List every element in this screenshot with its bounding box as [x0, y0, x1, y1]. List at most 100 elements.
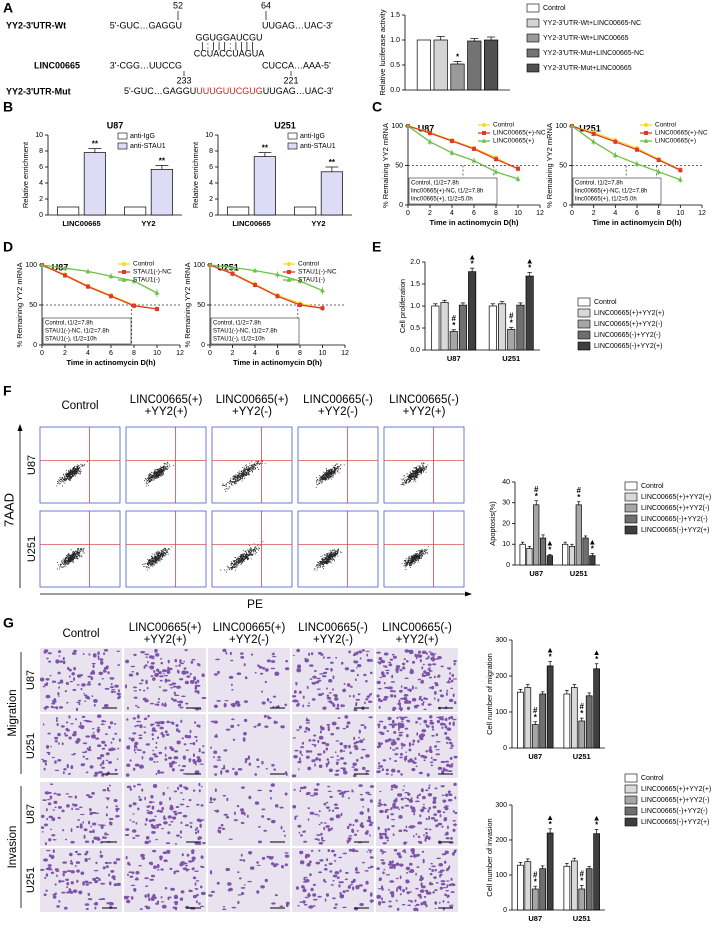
bar	[294, 206, 317, 216]
legend-swatch	[624, 503, 638, 513]
series-line	[209, 264, 323, 292]
chart-title: U251	[274, 120, 296, 130]
column-header: LINC00665(-)	[389, 394, 459, 406]
column-header: +YY2(-)	[232, 406, 272, 418]
marker	[121, 261, 127, 267]
bar	[450, 63, 465, 91]
legend-label: Control	[493, 122, 515, 129]
bar	[507, 328, 516, 351]
legend-swatch	[577, 319, 591, 329]
marker	[471, 158, 477, 163]
x-tick-label: 0	[570, 210, 574, 217]
y-tick-label: 50	[559, 162, 567, 169]
column-header: LINC00665(+)	[130, 394, 203, 406]
significance-mark: *	[534, 877, 538, 886]
axis-label: PE	[247, 597, 263, 611]
marker	[287, 270, 291, 274]
bar	[578, 720, 586, 749]
y-tick-label: 200	[495, 673, 507, 680]
x-tick-label: 2	[231, 350, 235, 357]
x-axis-label: Time in actinomycin D(h)	[592, 218, 682, 227]
stained-cells	[376, 848, 457, 912]
y-tick-label: 100	[391, 123, 403, 130]
column-header: +YY2(+)	[145, 406, 188, 418]
marker	[450, 139, 454, 144]
y-tick-label: 0	[506, 562, 510, 569]
significance-mark: #	[533, 706, 538, 715]
legend-swatch	[624, 795, 638, 805]
marker	[121, 277, 127, 282]
marker	[481, 138, 487, 143]
legend-swatch	[577, 341, 591, 351]
significance-mark: *	[528, 264, 532, 273]
notes-box	[572, 177, 662, 205]
y-tick-label: 30	[502, 500, 510, 507]
sequence: GGUGGAUCGU	[195, 32, 262, 42]
y-tick-label: 20	[502, 520, 510, 527]
marker	[252, 268, 258, 273]
bar	[539, 868, 547, 911]
column-header: LINC00665(-)	[303, 394, 373, 406]
marker	[591, 131, 596, 136]
x-tick-label: YY2	[141, 219, 155, 228]
marker	[286, 261, 292, 267]
flow-plot	[383, 510, 465, 588]
legend-swatch	[624, 773, 638, 783]
marker	[253, 283, 257, 287]
marker	[656, 157, 661, 162]
legend-label: LINC00665(-)+YY2(-)	[594, 332, 661, 339]
column-header: Control	[61, 400, 98, 412]
legend-label: anti-STAU1	[300, 143, 336, 150]
bar	[593, 833, 600, 911]
note: Control, t1/2=7.8h	[45, 321, 93, 327]
legend-label: LINC00665(-)+YY2(+)	[641, 527, 709, 534]
bar	[585, 868, 593, 911]
y-tick-label: 8	[209, 148, 213, 155]
bar	[458, 304, 467, 351]
legend-label: YY2-3'UTR-Wt+LINC00665-NC	[543, 20, 641, 27]
x-tick-label: 6	[472, 210, 476, 217]
bar	[124, 206, 147, 216]
bar	[253, 156, 276, 216]
significance-mark: *	[549, 653, 553, 662]
group-label: Migration	[7, 689, 19, 736]
flow-events	[222, 460, 266, 492]
flow-plot	[125, 426, 207, 504]
column-header: +YY2(-)	[229, 634, 269, 646]
sequence: CUCCA…AAA-5'	[262, 60, 331, 70]
note: Control, t1/2=7.8h	[213, 321, 261, 327]
x-tick-label: 10	[319, 350, 327, 357]
sequence-label: LINC00665	[34, 60, 80, 70]
bar	[526, 548, 533, 566]
flow-plot	[39, 426, 121, 504]
bar	[431, 305, 440, 351]
y-tick-label: 50	[197, 302, 205, 309]
x-tick-label: 6	[276, 350, 280, 357]
x-tick-label: 12	[176, 350, 184, 357]
marker	[569, 123, 575, 128]
y-tick-label: 100	[495, 872, 507, 879]
bar	[150, 169, 173, 216]
significance-mark: *	[580, 709, 584, 718]
significance-mark: #	[580, 870, 585, 879]
legend-label: LINC00665(-)+YY2(-)	[641, 516, 708, 523]
arrow-head	[17, 424, 23, 431]
y-tick-label: 0	[209, 212, 213, 219]
significance-mark: *	[452, 321, 456, 330]
bar	[533, 504, 540, 566]
sequence: 3'-CGG…UUCCG	[110, 60, 182, 70]
legend-label: STAU1(-)-NC	[133, 269, 172, 276]
legend-label: anti-STAU1	[130, 143, 166, 150]
significance-mark: ▲	[588, 538, 596, 547]
x-axis-label: Time in actinomycin D(h)	[66, 358, 156, 367]
significance-mark: *	[591, 545, 595, 554]
significance-mark: *	[548, 546, 552, 555]
column-header: LINC00665(-)	[298, 622, 368, 634]
series-line	[571, 125, 681, 171]
y-tick-label: 4	[209, 180, 213, 187]
legend-label: LINC00665(+)	[493, 138, 534, 145]
mutated-site: UUUGUUCGUG	[196, 86, 263, 96]
y-tick-label: 100	[495, 709, 507, 716]
chart-title: U251	[579, 123, 601, 133]
y-tick-label: 1.0	[410, 303, 420, 310]
